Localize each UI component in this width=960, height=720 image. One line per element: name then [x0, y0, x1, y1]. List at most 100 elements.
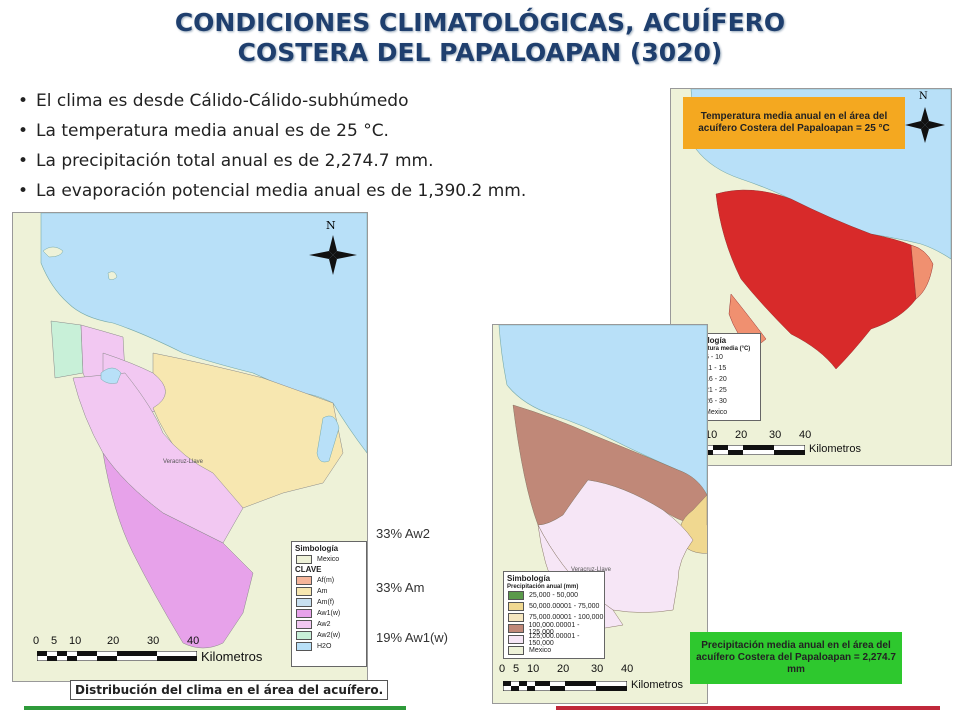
scale-number: 20: [557, 663, 570, 675]
climate-map-graphic: [13, 213, 367, 681]
legend-key: CLAVE: [295, 565, 322, 574]
precipitation-legend: Simbología Precipitación anual (mm) 25,0…: [503, 571, 605, 659]
legend-swatch: [296, 609, 312, 618]
climate-map-caption: Distribución del clima en el área del ac…: [70, 680, 389, 700]
scale-number: 40: [187, 635, 200, 647]
legend-row: Aw2: [292, 619, 366, 630]
legend-subtitle: Precipitación anual (mm): [507, 584, 579, 590]
legend-row: Aw2(w): [292, 630, 366, 641]
precipitation-map: Veracruz-Llave Simbología Precipitación …: [492, 324, 708, 704]
bullet-item: La temperatura media anual es de 25 °C.: [18, 118, 526, 148]
north-label: N: [919, 91, 928, 102]
town-label: Veracruz-Llave: [571, 567, 612, 573]
legend-label: Mexico: [317, 556, 340, 563]
legend-swatch: [508, 635, 524, 644]
scale-number: 20: [107, 635, 120, 647]
legend-title: Simbología: [295, 544, 339, 553]
page-title: CONDICIONES CLIMATOLÓGICAS, ACUÍFERO COS…: [0, 8, 960, 68]
legend-row: 100,000.00001 - 125,000: [504, 621, 604, 636]
title-line-2: COSTERA DEL PAPALOAPAN (3020): [237, 38, 723, 67]
legend-swatch: [508, 624, 524, 633]
legend-label: 16 - 20: [705, 376, 727, 383]
legend-row: H2O: [292, 641, 366, 652]
scale-unit: Kilometros: [201, 649, 263, 664]
title-line-1: CONDICIONES CLIMATOLÓGICAS, ACUÍFERO: [174, 8, 786, 37]
scale-number: 30: [769, 429, 782, 441]
climate-legend: Simbología Mexico CLAVE Af(m) Am Am(f) Aw1(…: [291, 541, 367, 667]
pct-am: 33% Am: [376, 580, 425, 595]
legend-swatch: [508, 591, 524, 600]
scale-number: 30: [591, 663, 604, 675]
legend-row: Mexico: [504, 645, 604, 656]
legend-label: Aw1(w): [317, 610, 341, 617]
bullet-item: La evaporación potencial media anual es …: [18, 178, 526, 208]
legend-label: 100,000.00001 - 125,000: [528, 621, 580, 636]
legend-label: 21 - 25: [705, 387, 727, 394]
footer-red-bar: [556, 706, 940, 710]
legend-label: 75,000.00001 - 100,000: [529, 614, 604, 621]
town-label: Veracruz-Llave: [163, 459, 204, 465]
legend-row: 25,000 - 50,000: [504, 590, 604, 601]
scale-number: 30: [147, 635, 160, 647]
legend-swatch: [296, 620, 312, 629]
legend-subtitle: Temperatura media (°C): [683, 346, 751, 352]
footer-green-bar: [24, 706, 406, 710]
legend-label: Am(f): [317, 599, 335, 606]
legend-row: Af(m): [292, 575, 366, 586]
legend-swatch: [508, 646, 524, 655]
legend-label: Mexico: [705, 409, 728, 416]
legend-row: 75,000.00001 - 100,000: [504, 612, 604, 623]
legend-label: H2O: [317, 643, 332, 650]
climate-map: N Veracruz-Llave Simbología Mexico CLAVE…: [12, 212, 368, 682]
precipitation-info-box: Precipitación media anual en el área del…: [690, 632, 902, 684]
legend-swatch: [296, 587, 312, 596]
legend-label: Mexico: [529, 647, 552, 654]
legend-label: 50,000.00001 - 75,000: [529, 603, 600, 610]
legend-row: 125,000.00001 - 150,000: [504, 632, 604, 647]
scale-number: 0: [33, 635, 40, 647]
legend-label: Am: [317, 588, 328, 595]
scale-number: 10: [705, 429, 718, 441]
scale-unit: Kilometros: [631, 679, 683, 691]
legend-swatch: [296, 598, 312, 607]
legend-swatch: [296, 576, 312, 585]
legend-label: 26 - 30: [705, 398, 727, 405]
north-label: N: [326, 219, 336, 232]
legend-label: Aw2(w): [317, 632, 341, 639]
scale-unit: Kilometros: [809, 443, 861, 455]
legend-label: 25,000 - 50,000: [529, 592, 579, 599]
legend-label: 11 - 15: [705, 365, 727, 372]
scale-number: 5: [513, 663, 520, 675]
legend-title: Simbología: [507, 574, 551, 583]
legend-row: Am: [292, 586, 366, 597]
legend-label: Aw2: [317, 621, 331, 628]
scale-number: 40: [621, 663, 634, 675]
scale-number: 20: [735, 429, 748, 441]
legend-swatch: [508, 613, 524, 622]
scale-number: 40: [799, 429, 812, 441]
pct-aw2: 33% Aw2: [376, 526, 430, 541]
bullet-item: La precipitación total anual es de 2,274…: [18, 148, 526, 178]
legend-swatch: [296, 642, 312, 651]
temperature-map: N Temperatura media anual en el área del…: [670, 88, 952, 466]
legend-label: 125,000.00001 - 150,000: [528, 632, 580, 647]
legend-row: Aw1(w): [292, 608, 366, 619]
legend-swatch: [508, 602, 524, 611]
legend-swatch: [296, 555, 312, 564]
legend-label: 5 - 10: [705, 354, 723, 361]
bullet-list: El clima es desde Cálido-Cálido-subhúmed…: [18, 88, 526, 208]
legend-label: Af(m): [317, 577, 335, 584]
scale-number: 0: [499, 663, 506, 675]
bullet-item: El clima es desde Cálido-Cálido-subhúmed…: [18, 88, 526, 118]
scale-number: 10: [527, 663, 540, 675]
legend-swatch: [296, 631, 312, 640]
legend-row: 50,000.00001 - 75,000: [504, 601, 604, 612]
legend-row: Am(f): [292, 597, 366, 608]
pct-aw1w: 19% Aw1(w): [376, 630, 449, 645]
scale-number: 5: [51, 635, 58, 647]
scale-number: 10: [69, 635, 82, 647]
temperature-info-box: Temperatura media anual en el área del a…: [683, 97, 905, 149]
